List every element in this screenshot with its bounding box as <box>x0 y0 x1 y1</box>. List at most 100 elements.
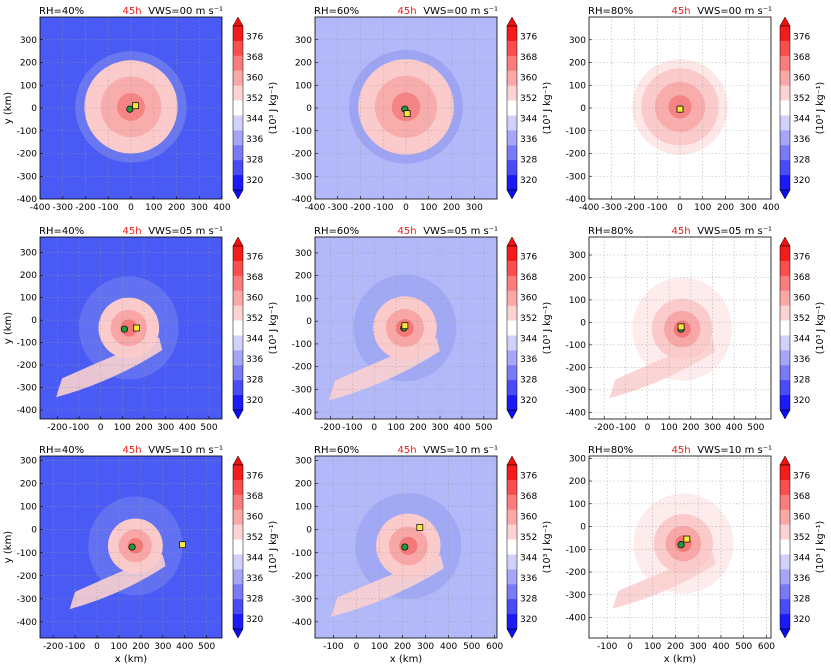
y-tick-label: -100 <box>566 127 587 137</box>
colorbar-tick-label: 344 <box>520 114 537 124</box>
colorbar-level <box>780 350 790 366</box>
colorbar-level <box>233 569 243 585</box>
y-tick-label: -400 <box>292 618 313 628</box>
x-tick-label: -200 <box>43 642 64 652</box>
y-tick-label: -100 <box>566 341 587 351</box>
plot-area <box>589 237 771 419</box>
colorbar-tick-label: 328 <box>246 594 263 604</box>
x-tick-label: 400 <box>176 642 193 652</box>
y-tick-label: 300 <box>569 454 586 464</box>
colorbar-level <box>780 479 790 496</box>
y-tick-label: 200 <box>569 59 586 69</box>
x-tick-label: 200 <box>409 423 426 433</box>
colorbar-tick-label: 336 <box>793 135 810 145</box>
colorbar-tick-label: 368 <box>246 273 263 283</box>
colorbar-tick-label: 368 <box>793 273 810 283</box>
x-tick-label: 200 <box>717 203 734 213</box>
colorbar-level <box>507 524 517 540</box>
panel-3: -400 -300 -200 -100 0 100 200 300 400-400-300-20… <box>566 6 826 213</box>
y-tick-label: -300 <box>566 172 587 182</box>
colorbar-level <box>507 465 517 481</box>
colorbar-level <box>507 246 517 262</box>
x-tick-label: 100 <box>110 642 127 652</box>
colorbar: 320 328 336 344 352 360 368 376 (10³ J kg⁻¹) <box>779 455 826 639</box>
green-center-marker <box>120 325 129 333</box>
colorbar-level <box>507 130 517 146</box>
colorbar-tick-label: 320 <box>520 396 537 406</box>
colorbar-level <box>233 246 243 262</box>
colorbar-tick-label: 320 <box>246 396 263 406</box>
x-tick-label: 300 <box>704 423 721 433</box>
y-tick-label: 0 <box>306 526 312 536</box>
colorbar-level <box>233 26 243 42</box>
rh-label: RH=60% <box>314 445 359 456</box>
y-tick-label: 300 <box>295 249 312 259</box>
y-tick-label: -300 <box>292 172 313 182</box>
colorbar-level <box>780 115 790 131</box>
y-tick-label: -200 <box>566 568 587 578</box>
x-tick-label: 500 <box>200 423 217 433</box>
y-tick-label: -200 <box>17 361 38 371</box>
colorbar-tick-label: 336 <box>793 355 810 365</box>
y-tick-label: -400 <box>566 408 587 418</box>
y-tick-label: 0 <box>306 317 312 327</box>
y-tick-label: 200 <box>569 273 586 283</box>
colorbar-level <box>780 524 790 540</box>
colorbar-level <box>780 70 790 87</box>
colorbar-level <box>507 55 517 72</box>
colorbar: 320 328 336 344 352 360 368 376 (10³ J kg⁻¹) <box>779 16 826 200</box>
colorbar-label: (10³ J kg⁻¹) <box>542 521 553 574</box>
grid <box>315 237 497 419</box>
colorbar-level <box>780 305 790 321</box>
rh-label: RH=40% <box>39 226 84 237</box>
x-tick-label: -400 <box>579 203 600 213</box>
x-tick-label: -100 <box>647 203 668 213</box>
colorbar-tick-label: 320 <box>793 176 810 186</box>
colorbar: 320 328 336 344 352 360 368 376 (10³ J kg⁻¹) <box>506 236 553 420</box>
colorbar-frame <box>779 245 791 411</box>
colorbar-level <box>233 320 243 336</box>
colorbar-level <box>233 539 243 555</box>
y-tick-label: -400 <box>566 614 587 624</box>
vws-label: VWS=00 m s⁻¹ <box>423 6 498 17</box>
x-tick-label: 400 <box>726 423 743 433</box>
colorbar-tick-label: 336 <box>793 574 810 584</box>
time-label: 45h <box>122 6 141 17</box>
colorbar-tick-label: 376 <box>520 252 537 262</box>
yellow-center-marker <box>403 110 411 118</box>
yellow-center-marker <box>676 105 684 113</box>
colorbar-level <box>507 494 517 511</box>
colorbar-level <box>780 320 790 336</box>
colorbar: 320 328 336 344 352 360 368 376 (10³ J kg⁻¹) <box>506 16 553 200</box>
x-tick-label: -400 <box>30 203 51 213</box>
colorbar-tick-label: 360 <box>520 73 537 83</box>
colorbar-tick-label: 344 <box>520 334 537 344</box>
x-tick-label: 200 <box>132 642 149 652</box>
time-label: 45h <box>397 445 416 456</box>
colorbar-level <box>233 614 243 630</box>
x-tick-label: 600 <box>758 642 775 652</box>
colorbar-tick-label: 320 <box>246 615 263 625</box>
y-tick-label: -300 <box>17 595 38 605</box>
colorbar-tick-label: 376 <box>520 32 537 42</box>
colorbar-level <box>780 160 790 176</box>
axes-frame <box>39 236 223 420</box>
axes-frame <box>588 236 772 420</box>
time-label: 45h <box>671 226 690 237</box>
colorbar-extend-max <box>506 236 518 247</box>
x-tick-label: 100 <box>371 642 388 652</box>
colorbar-tick-label: 368 <box>246 492 263 502</box>
y-tick-label: 300 <box>20 457 37 467</box>
colorbar-level <box>780 395 790 411</box>
colorbar-level <box>507 260 517 277</box>
x-tick-label: -200 <box>75 203 96 213</box>
x-tick-label: -200 <box>320 423 341 433</box>
y-axis-label: y (km) <box>3 312 14 345</box>
colorbar-level <box>507 70 517 87</box>
colorbar-level <box>507 584 517 600</box>
colorbar-level <box>507 554 517 570</box>
x-tick-label: 500 <box>747 423 764 433</box>
colorbar-level <box>233 350 243 366</box>
y-tick-label: 100 <box>295 81 312 91</box>
